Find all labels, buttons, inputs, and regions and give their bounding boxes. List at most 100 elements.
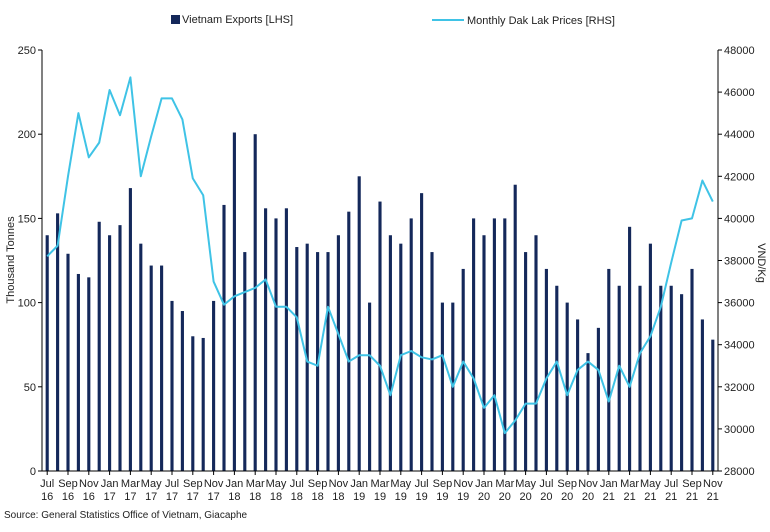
bar-28 [336,235,340,471]
y-left-tick-label-3: 150 [18,213,36,225]
legend-label-prices: Monthly Dak Lak Prices [RHS] [467,15,615,27]
x-tick-year-19: 19 [436,491,448,503]
bar-54 [607,268,611,471]
y-right-tick-label-0: 28000 [724,466,755,478]
bar-0 [45,235,49,471]
legend-swatch-exports [171,15,180,24]
y-axis-left-label: Thousand Tonnes [5,216,17,304]
x-tick-month-21: Jan [475,478,493,490]
x-tick-year-29: 21 [644,491,656,503]
x-tick-year-1: 16 [62,491,74,503]
x-tick-year-9: 18 [228,491,240,503]
x-tick-year-13: 18 [311,491,323,503]
x-tick-year-21: 20 [478,491,490,503]
x-tick-year-10: 18 [249,491,261,503]
x-tick-year-0: 16 [41,491,53,503]
y-right-tick-label-6: 40000 [724,213,755,225]
bar-29 [347,211,351,471]
x-tick-month-1: Sep [58,478,78,490]
x-tick-month-27: Jan [600,478,618,490]
bar-44 [503,218,507,471]
bar-22 [274,218,278,471]
x-tick-month-5: May [141,478,162,490]
bar-56 [628,226,632,471]
x-tick-month-3: Jan [101,478,119,490]
bar-18 [232,132,236,471]
line-series-prices [46,76,714,435]
bar-61 [680,294,684,471]
bar-11 [160,265,164,471]
bar-32 [378,201,382,471]
bar-9 [139,243,143,471]
x-tick-month-0: Jul [40,478,54,490]
bar-33 [388,235,392,471]
x-tick-month-10: Mar [246,478,265,490]
x-tick-month-19: Sep [433,478,453,490]
x-tick-year-4: 17 [124,491,136,503]
bar-16 [212,300,216,471]
x-tick-month-23: May [515,478,536,490]
bar-64 [711,339,715,471]
bar-5 [97,221,101,471]
y-right-tick-label-7: 42000 [724,171,755,183]
x-ticks: Jul16Sep16Nov16Jan17Mar17May17Jul17Sep17… [40,471,723,503]
bar-53 [596,327,600,471]
x-tick-month-18: Jul [415,478,429,490]
bar-13 [180,311,184,471]
bar-27 [326,252,330,471]
x-tick-year-2: 16 [83,491,95,503]
x-tick-year-18: 19 [415,491,427,503]
x-tick-month-16: Mar [371,478,390,490]
bar-36 [420,193,424,471]
bar-15 [201,337,205,471]
x-tick-year-26: 20 [582,491,594,503]
bar-42 [482,235,486,471]
bar-6 [108,235,112,471]
bar-4 [87,277,91,471]
bar-59 [659,285,663,471]
y-axis-right-label: VND/Kg [755,243,767,283]
bar-35 [409,218,413,471]
x-tick-month-11: May [266,478,287,490]
bar-60 [669,285,673,471]
bar-51 [576,319,580,471]
legend: Vietnam Exports [LHS] Monthly Dak Lak Pr… [171,14,615,27]
bar-14 [191,336,195,471]
x-tick-month-13: Sep [308,478,328,490]
bar-45 [513,184,517,471]
x-tick-month-25: Sep [557,478,577,490]
x-tick-year-6: 17 [166,491,178,503]
bar-1 [56,213,60,471]
x-tick-year-24: 20 [540,491,552,503]
x-tick-month-12: Jul [290,478,304,490]
y-left-tick-label-0: 0 [30,466,36,478]
bar-47 [534,235,538,471]
y-left-tick-label-5: 250 [18,45,36,57]
x-tick-year-30: 21 [665,491,677,503]
x-tick-year-12: 18 [291,491,303,503]
bar-30 [357,176,361,472]
x-tick-year-31: 21 [686,491,698,503]
y-ticks-left: 0 50 100 150 200 250 [18,45,42,478]
x-tick-month-22: Mar [495,478,514,490]
bar-series-exports [45,132,715,472]
bar-8 [128,188,132,471]
bar-40 [461,268,465,471]
bar-63 [700,319,704,471]
x-tick-year-16: 19 [374,491,386,503]
bar-58 [648,243,652,471]
bar-57 [638,285,642,471]
bar-62 [690,268,694,471]
x-tick-year-14: 18 [332,491,344,503]
y-left-tick-label-2: 100 [18,298,36,310]
y-right-tick-label-10: 48000 [724,45,755,57]
bar-20 [253,134,257,471]
x-tick-year-5: 17 [145,491,157,503]
x-tick-year-27: 21 [603,491,615,503]
y-right-tick-label-8: 44000 [724,129,755,141]
x-tick-year-15: 19 [353,491,365,503]
y-right-tick-label-5: 38000 [724,256,755,268]
x-tick-month-29: May [640,478,661,490]
x-tick-year-22: 20 [499,491,511,503]
